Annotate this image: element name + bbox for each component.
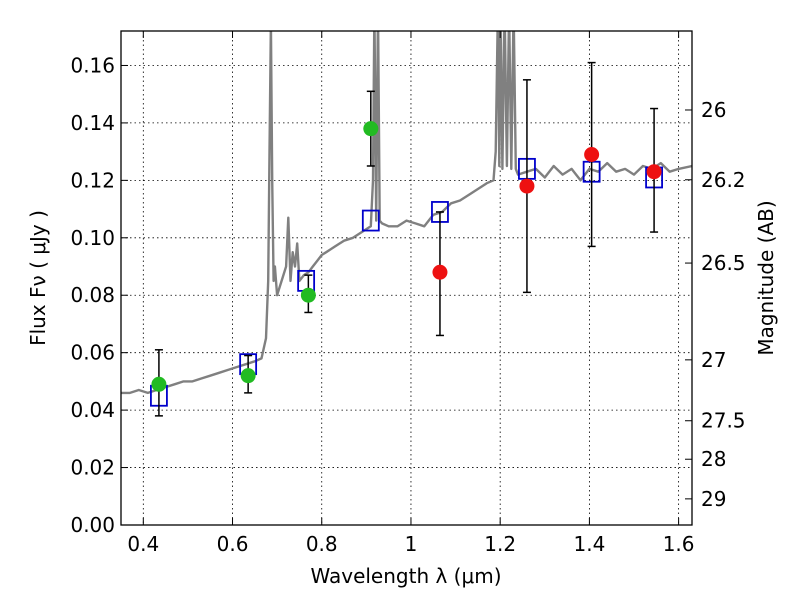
plot-frame <box>120 30 693 526</box>
x-tick-label: 1 <box>405 532 418 556</box>
x-tick-label: 1.4 <box>573 532 605 556</box>
y2-tick-label: 28 <box>701 447 726 471</box>
x-axis-title: Wavelength λ (μm) <box>310 564 501 588</box>
plot-background <box>121 31 692 525</box>
y-tick-label: 0.02 <box>70 456 115 480</box>
y-tick-label: 0.12 <box>70 168 115 192</box>
spectrum-line <box>121 31 692 395</box>
y2-tick-label: 29 <box>701 487 726 511</box>
red-point <box>519 178 535 194</box>
green-point <box>151 376 167 392</box>
green-point <box>240 368 256 384</box>
observed-points-layer <box>151 121 662 392</box>
x-tick-label: 1.2 <box>484 532 516 556</box>
y2-tick-label: 27.5 <box>701 409 746 433</box>
y-tick-label: 0.10 <box>70 226 115 250</box>
y-tick-label: 0.00 <box>70 513 115 537</box>
x-tick-label: 1.6 <box>663 532 695 556</box>
y2-tick-label: 26.5 <box>701 251 746 275</box>
spectrum-layer <box>121 31 692 395</box>
y-tick-label: 0.14 <box>70 111 115 135</box>
y2-tick-label: 26 <box>701 98 726 122</box>
model-point <box>361 209 380 232</box>
y-tick-label: 0.04 <box>70 398 115 422</box>
red-point <box>646 164 662 180</box>
ticks <box>121 31 692 526</box>
y-tick-label: 0.06 <box>70 341 115 365</box>
y-axis-title: Flux Fν ( μJy ) <box>26 210 50 346</box>
x-tick-label: 0.6 <box>217 532 249 556</box>
y-tick-label: 0.16 <box>70 53 115 77</box>
green-point <box>300 287 316 303</box>
y2-axis-title: Magnitude (AB) <box>754 200 778 355</box>
y2-tick-label: 26.2 <box>701 168 746 192</box>
y2-tick-label: 27 <box>701 348 726 372</box>
y-tick-label: 0.08 <box>70 283 115 307</box>
tick-labels: 0.4 0.6 0.8 1 1.2 1.4 1.6 0.00 0.02 0.04 0.06 0.08 0… <box>70 53 745 556</box>
x-tick-label: 0.8 <box>306 532 338 556</box>
red-point <box>432 264 448 280</box>
green-point <box>363 121 379 137</box>
red-point <box>584 147 600 162</box>
x-tick-label: 0.4 <box>127 532 159 556</box>
